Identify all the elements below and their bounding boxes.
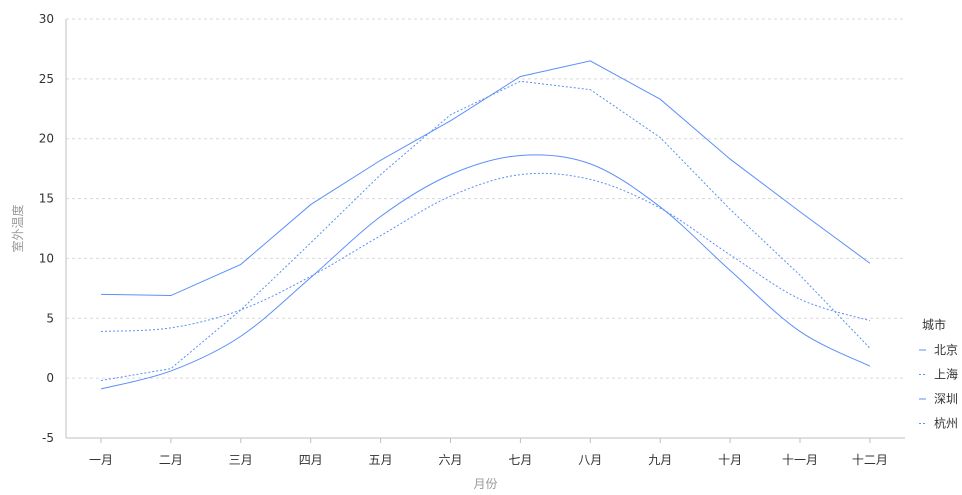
x-tick-label: 一月 bbox=[89, 453, 113, 467]
y-tick-label: 25 bbox=[39, 72, 54, 86]
x-tick-label: 七月 bbox=[508, 453, 532, 467]
legend-title: 城市 bbox=[922, 317, 946, 332]
legend-label[interactable]: 北京 bbox=[934, 343, 958, 357]
y-tick-label: -5 bbox=[42, 431, 54, 445]
series-line-4 bbox=[100, 172, 871, 332]
y-tick-label: 30 bbox=[39, 12, 54, 26]
y-tick-label: 20 bbox=[39, 132, 54, 146]
legend-label[interactable]: 深圳 bbox=[934, 392, 958, 406]
y-axis-title: 室外温度 bbox=[10, 204, 25, 252]
x-tick-label: 三月 bbox=[229, 453, 253, 467]
y-tick-label: 0 bbox=[46, 371, 54, 385]
x-tick-label: 八月 bbox=[578, 453, 602, 467]
x-tick-label: 二月 bbox=[159, 453, 183, 467]
x-tick-label: 五月 bbox=[369, 453, 393, 467]
x-tick-label: 四月 bbox=[299, 453, 323, 467]
series-line-3 bbox=[100, 154, 871, 390]
y-tick-label: 15 bbox=[39, 192, 54, 206]
x-tick-label: 十月 bbox=[718, 453, 742, 467]
legend-label[interactable]: 杭州 bbox=[934, 416, 958, 431]
y-tick-label: 10 bbox=[39, 251, 54, 265]
x-axis: 一月 二月 三月 四月 五月 六月 七月 八月 九月 十月 十一月 十二月 bbox=[65, 19, 905, 467]
y-tick-label: 5 bbox=[46, 311, 54, 325]
series-line-2 bbox=[100, 80, 871, 382]
x-tick-label: 十一月 bbox=[782, 453, 818, 467]
x-tick-label: 六月 bbox=[438, 453, 462, 467]
legend-label[interactable]: 上海 bbox=[934, 367, 958, 382]
series-line-1 bbox=[100, 60, 871, 297]
x-tick-label: 十二月 bbox=[852, 453, 888, 467]
x-tick-label: 九月 bbox=[648, 453, 672, 467]
grid bbox=[66, 18, 905, 379]
y-axis-ticks: -5 0 5 10 15 20 25 30 bbox=[39, 12, 54, 445]
x-axis-title: 月份 bbox=[473, 477, 497, 491]
series-lines bbox=[100, 60, 871, 390]
